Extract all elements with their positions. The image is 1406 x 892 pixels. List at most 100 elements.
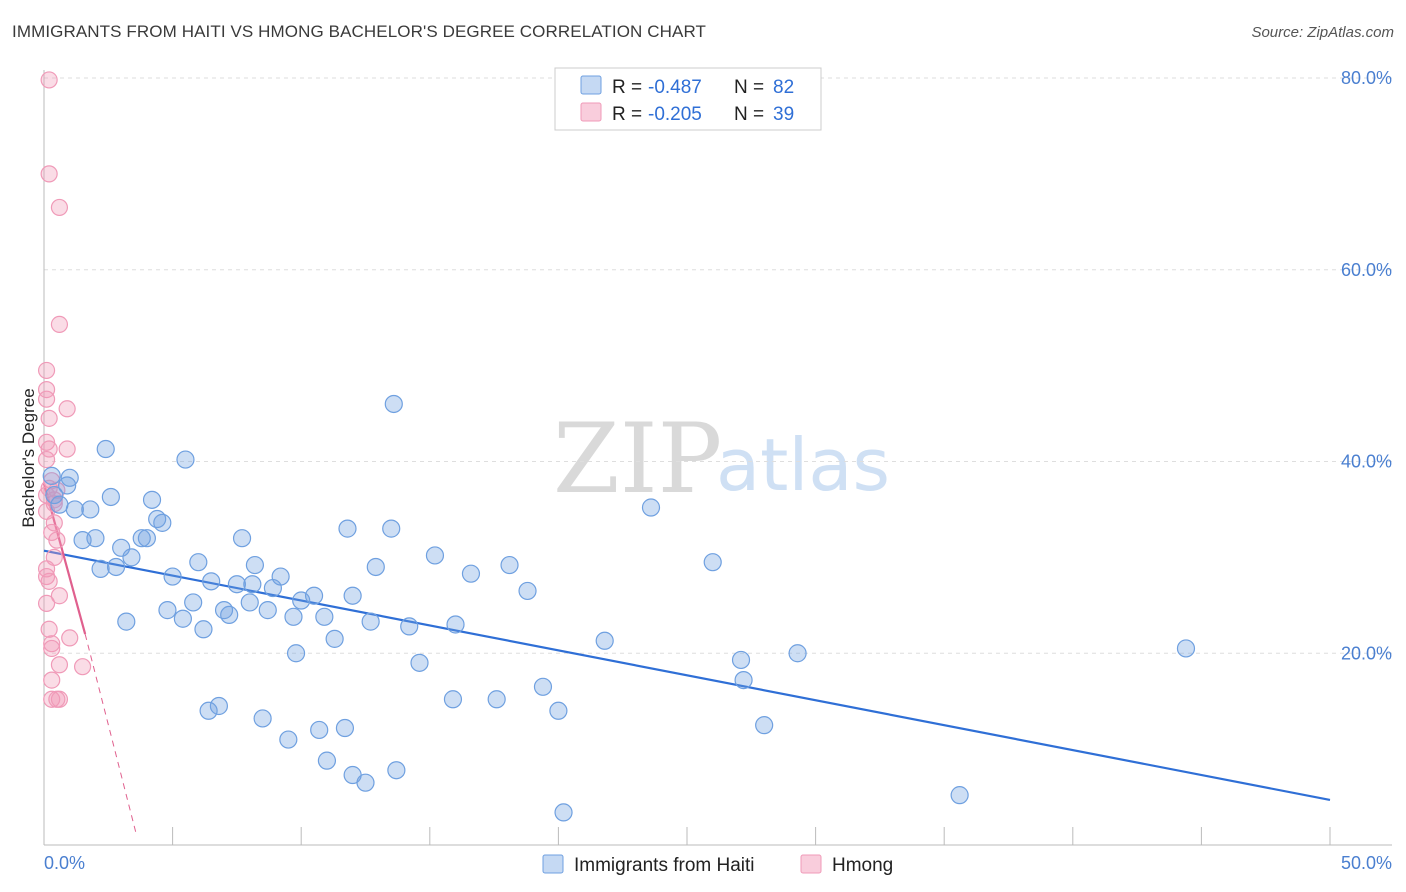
hmong-point-27 [61,629,79,647]
haiti-point-75 [703,553,722,572]
haiti-point-34 [232,529,252,548]
x-tick-label-0: 0.0% [44,853,85,873]
bottom-legend-swatch-haiti [542,854,564,874]
hmong-point-4 [37,361,56,380]
hmong-point-18 [45,514,63,532]
haiti-point-44 [286,644,306,663]
haiti-point-35 [240,593,259,612]
haiti-point-23 [173,609,192,628]
hmong-point-20 [48,531,66,549]
hmong-point-31 [73,658,92,676]
haiti-point-52 [338,519,357,538]
haiti-point-60 [384,394,403,414]
legend-r-label-2: R = [612,104,642,125]
haiti-point-79 [788,644,807,663]
haiti-point-61 [400,617,419,636]
haiti-point-69 [518,581,537,601]
haiti-point-18 [142,490,162,509]
haiti-point-36 [243,575,262,594]
bottom-legend-hmong: Hmong [832,855,893,876]
haiti-point-5 [65,500,84,519]
haiti-point-72 [554,803,573,822]
hmong-trend-line [42,483,87,635]
hmong-point-1 [40,165,58,183]
haiti-point-27 [194,620,213,639]
haiti-point-38 [253,709,272,728]
legend-box: R = -0.487 N = 82 R = -0.205 N = 39 [554,67,822,131]
haiti-point-67 [487,690,506,709]
hmong-point-0 [40,71,58,89]
x-tick-label-1: 50.0% [1341,853,1392,873]
haiti-point-51 [335,718,355,738]
legend-r-value-1: -0.487 [648,77,702,98]
legend-n-label-1: N = [734,77,764,98]
x-tick-labels: 0.0% 50.0% [44,853,1392,873]
haiti-point-65 [446,615,465,634]
hmong-point-24 [50,587,69,605]
haiti-point-2 [50,495,69,514]
haiti-point-63 [425,546,445,565]
haiti-point-30 [209,696,228,716]
legend-r-label-1: R = [612,77,642,98]
hmong-point-9 [37,433,56,451]
haiti-point-25 [184,593,203,612]
hmong-point-10 [40,440,58,458]
haiti-point-47 [310,720,329,740]
haiti-point-15 [122,548,141,567]
haiti-point-22 [163,567,182,586]
haiti-point-37 [245,555,265,575]
chart-title: IMMIGRANTS FROM HAITI VS HMONG BACHELOR'… [12,22,707,41]
haiti-point-1 [45,485,64,505]
hmong-point-12 [37,450,56,469]
haiti-point-70 [533,677,553,696]
haiti-point-48 [315,607,334,626]
y-tick-label-3: 80.0% [1341,68,1392,88]
haiti-point-11 [101,487,120,507]
legend-n-value-1: 82 [773,77,794,98]
trend-lines [42,483,1331,836]
y-tick-label-2: 60.0% [1341,260,1392,280]
haiti-point-32 [220,605,239,625]
y-axis-label: Bachelor's Degree [19,388,38,527]
haiti-point-73 [595,631,614,650]
bottom-legend-swatch-hmong [800,854,822,874]
y-tick-labels: 20.0% 40.0% 60.0% 80.0% [1341,68,1392,663]
haiti-point-81 [1176,639,1196,658]
haiti-point-12 [106,557,126,577]
hmong-point-28 [43,635,61,653]
watermark: ZIP atlas [553,403,890,515]
bottom-legend: Immigrants from Haiti Hmong [542,854,893,876]
haiti-point-68 [500,555,519,575]
haiti-point-64 [443,690,463,709]
source-label: Source: ZipAtlas.com [1251,24,1394,41]
haiti-point-58 [382,519,401,538]
haiti-point-76 [731,650,751,670]
hmong-trend-extension [84,633,138,836]
haiti-point-21 [158,601,177,620]
hmong-point-35 [50,690,69,708]
haiti-point-28 [199,701,218,720]
hmong-point-6 [37,390,56,408]
haiti-point-24 [176,450,195,469]
hmong-point-7 [58,400,76,418]
haiti-point-26 [189,553,208,572]
haiti-point-7 [81,500,100,519]
bottom-legend-haiti: Immigrants from Haiti [574,855,755,876]
haiti-point-41 [271,567,290,586]
axes [43,70,1392,846]
legend-n-label-2: N = [734,104,764,125]
haiti-point-78 [755,716,774,735]
hmong-point-23 [37,567,56,586]
haiti-point-8 [86,529,105,548]
y-tick-label-0: 20.0% [1341,643,1392,663]
haiti-point-71 [549,701,568,720]
haiti-point-39 [258,601,277,620]
haiti-point-55 [356,773,375,792]
y-tick-label-1: 40.0% [1341,452,1392,472]
haiti-point-50 [325,629,344,648]
legend-swatch-haiti [580,75,602,95]
haiti-point-57 [366,557,385,577]
hmong-point-2 [50,198,69,217]
haiti-point-66 [461,564,481,583]
